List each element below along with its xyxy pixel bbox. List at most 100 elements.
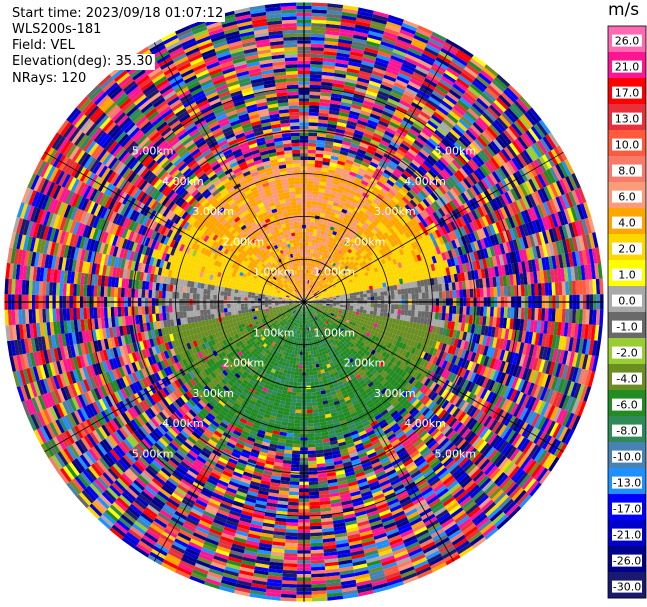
velocity-cell xyxy=(311,12,327,17)
velocity-cell xyxy=(368,164,377,172)
velocity-cell xyxy=(542,346,549,360)
velocity-cell xyxy=(401,196,410,205)
velocity-cell xyxy=(309,91,321,96)
velocity-cell xyxy=(343,298,347,301)
velocity-cell xyxy=(405,167,415,176)
velocity-cell xyxy=(461,314,467,324)
velocity-cell xyxy=(309,235,313,240)
velocity-cell xyxy=(548,308,553,322)
velocity-cell xyxy=(412,207,420,216)
velocity-cell xyxy=(575,338,581,353)
velocity-cell xyxy=(331,205,338,210)
velocity-cell xyxy=(435,198,444,208)
velocity-cell xyxy=(382,77,396,86)
velocity-cell xyxy=(306,201,312,205)
velocity-cell xyxy=(421,286,426,293)
velocity-cell xyxy=(416,239,423,247)
velocity-cell xyxy=(314,167,322,172)
velocity-cell xyxy=(568,337,574,352)
velocity-cell xyxy=(315,150,324,155)
velocity-cell xyxy=(318,306,323,309)
velocity-cell xyxy=(361,273,366,278)
velocity-cell xyxy=(505,362,513,375)
velocity-cell xyxy=(568,351,575,367)
velocity-cell xyxy=(401,140,412,149)
velocity-cell xyxy=(321,164,330,169)
velocity-cell xyxy=(315,289,319,292)
velocity-cell xyxy=(412,197,420,206)
velocity-cell xyxy=(366,37,382,45)
velocity-cell xyxy=(508,125,520,139)
velocity-cell xyxy=(527,307,532,320)
velocity-cell xyxy=(520,284,525,297)
velocity-cell xyxy=(567,266,572,282)
velocity-cell xyxy=(349,224,356,230)
velocity-cell xyxy=(325,30,340,36)
velocity-cell xyxy=(313,229,318,233)
velocity-cell xyxy=(505,161,516,175)
velocity-cell xyxy=(338,259,343,264)
velocity-cell xyxy=(386,229,393,237)
velocity-cell xyxy=(350,251,355,256)
velocity-cell xyxy=(551,362,559,377)
velocity-cell xyxy=(400,186,409,194)
velocity-cell xyxy=(360,280,365,285)
velocity-cell xyxy=(494,169,504,182)
velocity-cell xyxy=(437,227,445,237)
velocity-cell xyxy=(487,326,493,337)
velocity-cell xyxy=(499,275,504,287)
velocity-cell xyxy=(367,303,371,308)
velocity-cell xyxy=(416,280,422,287)
velocity-cell xyxy=(340,256,346,261)
velocity-cell xyxy=(322,300,327,302)
velocity-cell xyxy=(336,295,340,298)
velocity-cell xyxy=(460,115,473,127)
velocity-cell xyxy=(355,173,364,180)
velocity-cell xyxy=(319,297,323,300)
velocity-cell xyxy=(540,187,550,202)
velocity-cell xyxy=(422,187,431,197)
velocity-cell xyxy=(460,368,467,378)
velocity-cell xyxy=(475,374,483,386)
velocity-cell xyxy=(307,249,311,253)
velocity-cell xyxy=(426,99,439,109)
velocity-cell xyxy=(312,278,316,282)
velocity-cell xyxy=(390,208,398,216)
velocity-cell xyxy=(317,265,321,270)
velocity-cell xyxy=(404,204,413,212)
velocity-cell xyxy=(318,287,322,291)
velocity-cell xyxy=(304,262,308,267)
velocity-cell xyxy=(353,303,358,307)
velocity-cell xyxy=(419,237,427,246)
velocity-cell xyxy=(440,276,445,284)
velocity-cell xyxy=(462,214,470,225)
velocity-cell xyxy=(520,380,529,394)
velocity-cell xyxy=(568,237,575,253)
velocity-cell xyxy=(560,210,569,225)
velocity-cell xyxy=(552,348,559,363)
velocity-cell xyxy=(309,284,313,289)
velocity-cell xyxy=(531,192,540,206)
velocity-cell xyxy=(467,108,480,120)
velocity-cell xyxy=(330,208,337,214)
velocity-cell xyxy=(397,102,410,111)
velocity-cell xyxy=(391,323,396,329)
velocity-cell xyxy=(403,183,412,192)
velocity-cell xyxy=(339,178,347,185)
velocity-cell xyxy=(306,204,312,209)
velocity-cell xyxy=(333,299,337,302)
velocity-cell xyxy=(538,231,546,245)
velocity-cell xyxy=(334,288,338,292)
velocity-cell xyxy=(347,64,361,71)
velocity-cell xyxy=(469,306,474,316)
velocity-cell xyxy=(534,175,544,190)
velocity-cell xyxy=(354,90,366,97)
velocity-cell xyxy=(363,320,368,325)
velocity-cell xyxy=(463,369,471,380)
velocity-cell xyxy=(578,250,585,266)
velocity-cell xyxy=(431,340,437,349)
velocity-cell xyxy=(349,256,355,261)
velocity-cell xyxy=(329,103,341,109)
velocity-cell xyxy=(539,203,548,217)
velocity-cell xyxy=(568,308,573,324)
